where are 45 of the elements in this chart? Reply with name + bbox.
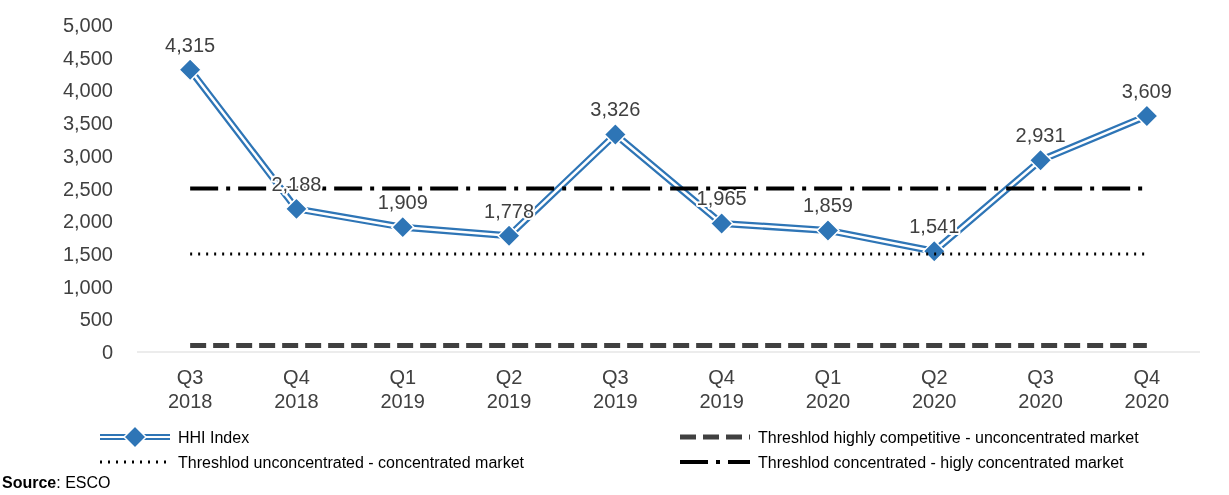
point [709,211,734,236]
x-tick-label: Q3 2020 [1018,366,1063,412]
x-tick-label: Q4 2020 [1124,366,1170,412]
y-tick-label: 500 [79,308,113,331]
x-tick-label: Q3 2019 [593,366,638,412]
point [284,197,309,221]
x-tick-label: Q2 2019 [486,366,532,412]
x-tick-label: Q1 2019 [380,366,425,412]
y-tick-label: 3,500 [62,112,113,135]
legend-label: Threshlod unconcentrated - concentrated market [178,454,525,471]
data-label: 1,965 [696,187,747,210]
legend-label: Threshlod highly competitive - unconcentrated market [758,429,1140,446]
data-label: 3,326 [590,98,641,121]
legend-label: Threshlod concentrated - higly concentrated market [758,454,1125,471]
data-label: 4,315 [165,33,216,56]
point [178,58,202,82]
y-tick-label: 2,000 [62,210,113,233]
point [1028,148,1053,173]
legend-label: HHI Index [178,429,250,446]
data-label: 1,859 [802,194,853,217]
y-tick-label: 0 [101,341,113,363]
x-tick-label: Q4 2019 [699,366,744,412]
point [816,218,840,243]
y-tick-label: 3,000 [62,144,113,167]
x-tick-label: Q3 2018 [167,366,213,412]
x-tick-label: Q4 2018 [274,366,319,412]
point [1135,104,1159,128]
x-tick-label: Q1 2020 [805,366,851,412]
x-tick-label: Q2 2020 [912,366,957,412]
y-tick-label: 2,500 [62,177,113,200]
y-tick-label: 5,000 [62,14,113,36]
data-label: 1,909 [377,191,428,214]
data-label: 3,609 [1121,79,1172,102]
point [603,122,628,147]
point [391,215,415,239]
data-label: 1,541 [909,215,960,238]
y-tick-label: 1,000 [62,275,113,298]
data-label: 1,778 [484,199,535,222]
y-tick-label: 4,000 [62,79,113,102]
data-label: 2,931 [1015,124,1066,147]
source-note: Source: ESCO [2,474,111,491]
point [922,239,946,263]
y-tick-label: 4,500 [62,46,113,69]
point [497,223,521,248]
y-tick-label: 1,500 [62,242,113,265]
